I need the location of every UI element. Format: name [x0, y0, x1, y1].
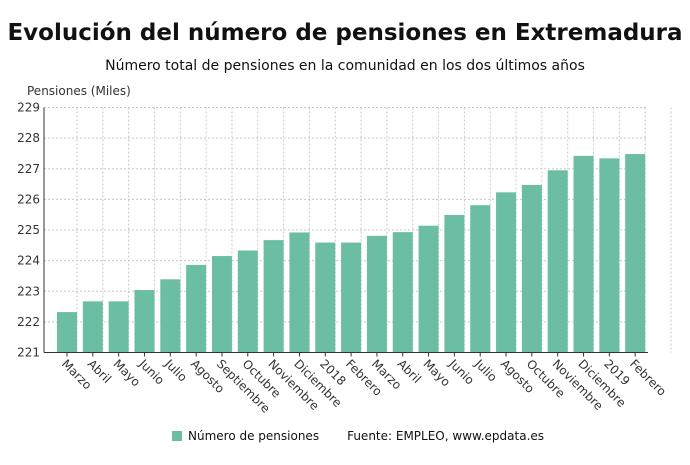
bar [108, 301, 129, 353]
bar [573, 155, 594, 353]
bar [186, 264, 207, 353]
y-tick-label: 224 [17, 254, 40, 268]
y-tick-label: 222 [17, 315, 40, 329]
bar [392, 232, 413, 353]
x-tick-label: Junio [446, 356, 477, 387]
bar [470, 205, 491, 353]
x-tick-label: Junio [136, 356, 167, 387]
bar [496, 192, 517, 353]
y-tick-label: 229 [17, 101, 40, 115]
chart-subtitle: Número total de pensiones en la comunida… [105, 58, 585, 74]
chart-title: Evolución del número de pensiones en Ext… [7, 20, 683, 46]
y-tick-label: 221 [17, 346, 40, 360]
bar [289, 232, 310, 353]
bar [341, 242, 362, 353]
x-tick-label: Julio [471, 356, 499, 384]
bar [366, 235, 387, 353]
source-note: Fuente: EMPLEO, www.epdata.es [347, 429, 545, 443]
y-tick-label: 226 [17, 192, 40, 206]
bar [315, 242, 336, 353]
x-tick-label: Mayo [111, 357, 144, 390]
bar [134, 290, 155, 353]
bar [444, 214, 465, 353]
legend-label: Número de pensiones [188, 429, 320, 443]
legend-swatch [172, 431, 182, 441]
y-tick-label: 223 [17, 284, 40, 298]
y-axis-label: Pensiones (Miles) [27, 84, 131, 98]
bar [211, 256, 232, 353]
y-tick-label: 227 [17, 162, 40, 176]
y-tick-label: 225 [17, 223, 40, 237]
bar [418, 225, 439, 353]
y-tick-label: 228 [17, 131, 40, 145]
bar [263, 240, 284, 353]
bar [82, 301, 103, 353]
bar [625, 154, 646, 353]
x-tick-label: Mayo [420, 357, 453, 390]
bar [237, 250, 258, 353]
x-tick-label: Julio [161, 356, 189, 384]
bar [547, 170, 568, 353]
bar [521, 184, 542, 353]
bar [599, 158, 620, 353]
bar [160, 279, 181, 353]
bar [57, 312, 77, 353]
legend: Número de pensiones Fuente: EMPLEO, www.… [172, 429, 544, 443]
